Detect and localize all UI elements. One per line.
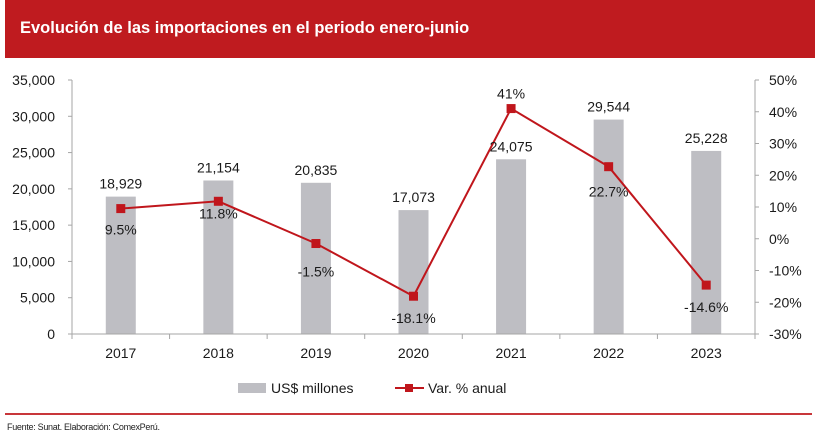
- line-marker-2022: [604, 162, 614, 172]
- right-tick-label: -10%: [769, 263, 802, 279]
- left-tick-label: 30,000: [12, 108, 55, 124]
- bar-2021: [496, 159, 527, 334]
- bar-2022: [593, 119, 624, 334]
- bar-value-label: 24,075: [490, 138, 533, 154]
- left-tick-label: 5,000: [20, 290, 55, 306]
- x-tick-label: 2019: [300, 345, 331, 361]
- legend-label-line: Var. % anual: [428, 380, 506, 396]
- line-value-label: -14.6%: [684, 299, 728, 315]
- chart-header: Evolución de las importaciones en el per…: [5, 0, 815, 58]
- legend: US$ millones Var. % anual: [238, 380, 506, 396]
- line-series: [116, 104, 711, 301]
- bar-value-label: 18,929: [99, 176, 142, 192]
- bar-value-label: 25,228: [685, 130, 728, 146]
- right-tick-label: 30%: [769, 136, 797, 152]
- left-tick-label: 35,000: [12, 72, 55, 88]
- bar-series: [105, 119, 722, 334]
- right-tick-label: 50%: [769, 72, 797, 88]
- legend-label-bar: US$ millones: [271, 380, 353, 396]
- chart-title: Evolución de las importaciones en el per…: [20, 19, 470, 37]
- right-tick-label: 0%: [769, 231, 789, 247]
- line-marker-2019: [311, 239, 321, 249]
- x-tick-label: 2021: [495, 345, 526, 361]
- axes: 0 5,000 10,000 15,000 20,000 25,000 30,000 35,0…: [12, 72, 802, 361]
- bar-2017: [105, 196, 136, 334]
- line-value-label: 11.8%: [199, 205, 238, 221]
- x-tick-label: 2017: [105, 345, 136, 361]
- x-tick-label: 2023: [691, 345, 722, 361]
- line-value-label: -18.1%: [391, 310, 435, 326]
- legend-marker: [405, 384, 413, 392]
- line-marker-2018: [213, 196, 223, 206]
- left-tick-label: 10,000: [12, 253, 55, 269]
- bar-2020: [398, 210, 429, 334]
- bar-value-label: 21,154: [197, 159, 240, 175]
- line-value-label: -1.5%: [298, 264, 335, 280]
- line-marker-2021: [506, 104, 516, 114]
- data-labels: 18,929 21,154 20,835 17,073 24,075 29,544 25,2…: [99, 86, 728, 327]
- line-marker-2020: [409, 291, 418, 301]
- right-tick-label: 10%: [769, 199, 797, 215]
- right-tick-label: -30%: [769, 326, 802, 342]
- right-tick-label: 40%: [769, 104, 797, 120]
- right-tick-label: 20%: [769, 167, 797, 183]
- bar-value-label: 20,835: [295, 162, 338, 178]
- x-tick-label: 2018: [203, 345, 234, 361]
- left-tick-label: 20,000: [12, 181, 55, 197]
- line-value-label: 41%: [497, 86, 525, 102]
- line-marker-2017: [116, 204, 126, 214]
- bar-2019: [300, 182, 331, 334]
- left-tick-label: 25,000: [12, 145, 55, 161]
- line-marker-2023: [701, 280, 711, 290]
- x-tick-label: 2022: [593, 345, 624, 361]
- x-tick-label: 2020: [398, 345, 429, 361]
- source-note: Fuente: Sunat. Elaboración: ComexPerú.: [7, 422, 160, 432]
- bar-value-label: 17,073: [392, 189, 435, 205]
- left-tick-label: 0: [47, 326, 55, 342]
- line-value-label: 22.7%: [589, 184, 629, 200]
- legend-swatch-bar: [238, 383, 266, 393]
- bar-value-label: 29,544: [587, 99, 630, 115]
- line-value-label: 9.5%: [105, 222, 137, 238]
- bar-2023: [691, 150, 722, 334]
- left-tick-label: 15,000: [12, 217, 55, 233]
- footer-divider: [5, 413, 812, 415]
- right-tick-label: -20%: [769, 294, 802, 310]
